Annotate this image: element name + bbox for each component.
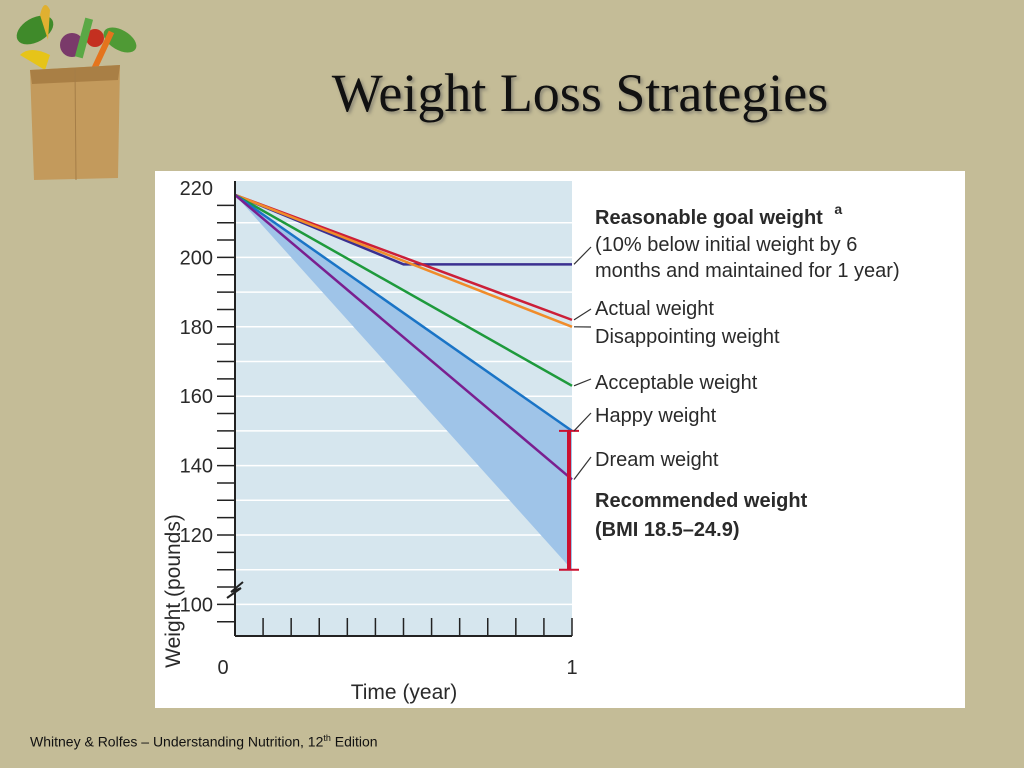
slide-footer: Whitney & Rolfes – Understanding Nutriti… <box>30 733 378 750</box>
x-axis-label: Time (year) <box>351 681 458 704</box>
x-tick-label: 1 <box>566 657 577 679</box>
dream-weight-label: Dream weight <box>595 449 719 471</box>
recommended-range-bar <box>559 429 579 571</box>
y-tick-label: 160 <box>180 386 213 408</box>
slide-title: Weight Loss Strategies <box>331 63 829 123</box>
y-axis-label: Weight (pounds) <box>162 514 185 668</box>
footer-text: Whitney & Rolfes – Understanding Nutriti… <box>30 733 324 750</box>
grocery-bag-icon <box>16 5 137 181</box>
annotation-leaders <box>573 246 592 480</box>
footer-edition: Edition <box>330 733 378 750</box>
x-tick-label: 0 <box>217 657 228 679</box>
footer-superscript: th <box>323 733 331 743</box>
y-tick-label: 120 <box>180 525 213 547</box>
goal-line-3: months and maintained for 1 year) <box>595 260 900 282</box>
series-happy-weight-line <box>234 193 573 432</box>
y-tick-label: 100 <box>180 594 213 616</box>
series-acceptable-weight-line <box>234 193 573 387</box>
leader-line <box>573 246 592 265</box>
leader-line <box>573 308 592 321</box>
series-disappointing-weight-line <box>234 193 573 328</box>
y-ticks: 220 200 180 160 140 120 100 <box>180 178 235 623</box>
goal-line-2: (10% below initial weight by 6 <box>595 234 857 256</box>
axis-break-icon <box>226 581 244 599</box>
acceptable-weight-label: Acceptable weight <box>595 372 758 394</box>
recommended-range-label: (BMI 18.5–24.9) <box>595 519 740 541</box>
y-tick-label: 220 <box>180 178 213 200</box>
y-tick-label: 200 <box>180 247 213 269</box>
grocery-bag-logo <box>0 0 150 185</box>
shaded-region <box>235 194 572 570</box>
y-tick-label: 180 <box>180 317 213 339</box>
goal-title-text: Reasonable goal weight <box>595 207 823 229</box>
happy-weight-label: Happy weight <box>595 405 717 427</box>
series-lines <box>234 193 573 481</box>
goal-title: Reasonable goal weight a <box>595 201 842 229</box>
y-tick-label: 140 <box>180 456 213 478</box>
leader-line <box>573 456 592 480</box>
disappointing-weight-label: Disappointing weight <box>595 326 780 348</box>
goal-footnote-mark: a <box>834 201 842 217</box>
actual-weight-label: Actual weight <box>595 298 714 320</box>
leader-line <box>573 378 592 387</box>
leader-line <box>573 412 592 432</box>
recommended-weight-label: Recommended weight <box>595 490 808 512</box>
series-dream-weight-line <box>234 193 573 481</box>
